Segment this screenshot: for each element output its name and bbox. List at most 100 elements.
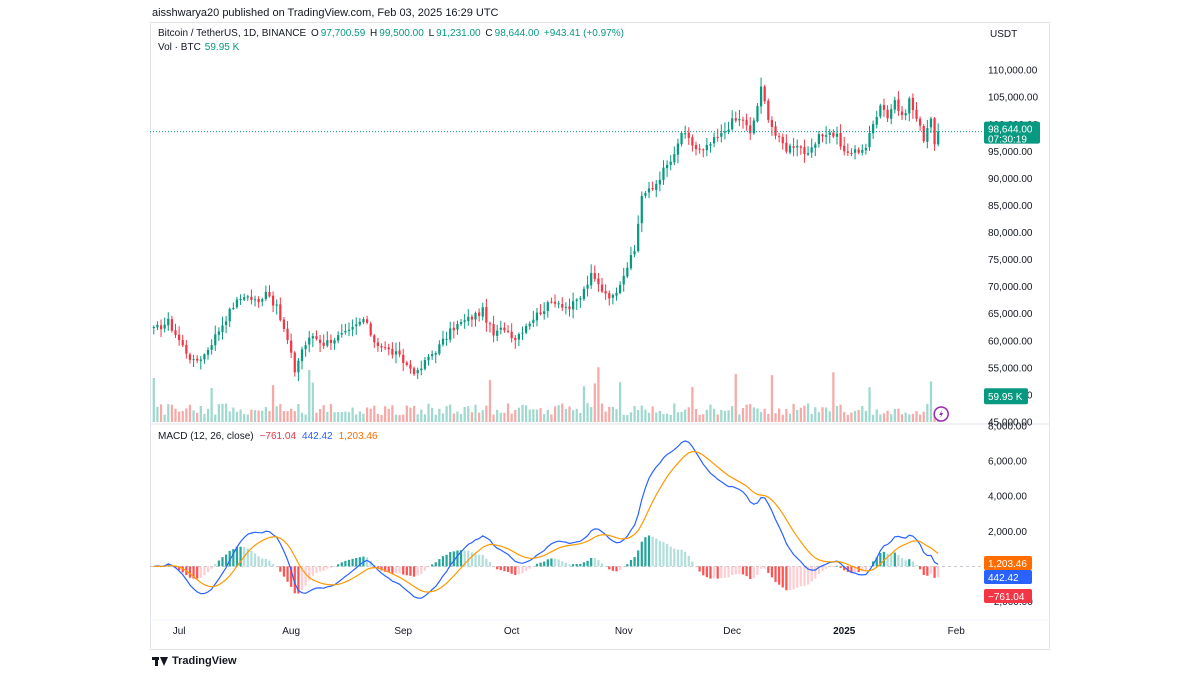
candle-body [199,359,202,361]
volume-bar [239,409,242,422]
volume-bar [488,380,492,422]
chart-svg[interactable]: 45,000.0050,000.0055,000.0060,000.0065,0… [150,22,1050,650]
candle-body [810,147,813,153]
candle-body [402,354,405,363]
price-tick-label: 80,000.00 [988,228,1033,239]
macd-hist-bar [506,566,510,572]
close-value: 98,644.00 [494,28,540,39]
candle-body [857,149,860,153]
candle-body [264,291,267,299]
candle-body [293,352,296,373]
candle-body [673,154,676,163]
macd-hist-bar [199,566,202,578]
volume-bar [712,408,716,422]
volume-bar [253,410,257,422]
macd-legend-label[interactable]: MACD (12, 26, close) [158,431,254,442]
volume-bar [315,412,318,422]
volume-bar [633,406,636,422]
macd-hist-bar [655,538,658,567]
macd-hist-bar [723,566,727,578]
macd-hist-bar [344,560,347,567]
volume-bar [535,409,539,422]
macd-hist-bar [926,566,929,576]
macd-signal-value: 1,203.46 [338,431,378,442]
candle-body [734,118,737,121]
macd-hist-bar [781,566,784,588]
candle-body [850,153,853,155]
macd-hist-bar [918,566,922,570]
macd-hist-bar [608,566,611,570]
chart-area[interactable]: 45,000.0050,000.0055,000.0060,000.0065,0… [150,22,1050,650]
macd-hist-bar [590,557,593,567]
volume-bar [698,414,701,422]
candle-body [286,328,289,341]
macd-hist-bar [922,566,925,576]
candle-body [897,99,900,112]
volume-bar [459,414,463,422]
volume-bar [900,414,904,422]
tradingview-logo[interactable]: TradingView [152,655,237,667]
macd-hist-bar [517,566,521,575]
time-tick-label: Sep [394,626,412,637]
macd-hist-bar [579,563,582,567]
macd-value-tag-label: 442.42 [988,573,1019,584]
macd-hist-bar [492,566,495,568]
volume-bar [376,413,380,422]
macd-hist-bar [752,566,755,579]
volume-bar [333,412,336,422]
price-tick-label: 55,000.00 [988,363,1033,374]
macd-hist-bar [235,547,239,567]
macd-hist-bar [803,566,806,586]
macd-hist-bar [875,557,878,567]
candle-body [405,362,408,365]
volume-legend-label[interactable]: Vol · BTC [158,42,201,53]
macd-hist-bar [839,566,842,568]
price-tick-label: 75,000.00 [988,255,1033,266]
candle-body [662,167,665,181]
volume-bar [687,407,690,422]
price-tick-label: 85,000.00 [988,201,1033,212]
macd-hist-bar [535,563,539,567]
candle-body [163,324,166,329]
price-tick-label: 45,000.00 [988,418,1033,429]
macd-hist-bar [431,564,434,567]
macd-hist-bar [481,554,484,567]
volume-bar [416,414,419,422]
volume-bar [228,411,231,422]
candle-body [499,327,502,330]
volume-bar [557,405,560,422]
volume-bar [839,404,842,422]
volume-bar [550,414,553,422]
macd-hist-bar [441,556,445,567]
volume-bar [644,409,647,422]
volume-bar [564,408,568,422]
macd-hist-bar [720,566,723,579]
hist-value-tag [984,589,1032,603]
macd-hist-bar [886,553,889,567]
candle-body [778,135,781,137]
macd-hist-bar [268,560,271,567]
volume-legend: Vol · BTC 59.95 K [158,42,239,53]
candle-body [290,340,293,353]
macd-hist-bar [170,566,174,567]
volume-bar [882,413,886,422]
volume-bar [188,404,192,422]
volume-bar [582,386,586,422]
macd-hist-bar [571,564,575,567]
candle-body [539,312,542,315]
candle-body [691,137,694,146]
volume-bar [600,403,604,422]
macd-hist-bar [459,550,463,567]
macd-hist-bar [832,566,835,568]
volume-bar [926,403,929,422]
candle-body [835,133,839,137]
symbol-title[interactable]: Bitcoin / TetherUS, 1D, BINANCE [158,28,307,39]
volume-bar [156,406,159,422]
candle-body [246,296,249,298]
volume-bar [275,406,278,422]
candle-body [355,324,358,327]
macd-hist-bar [622,566,625,568]
candle-body [362,319,365,323]
volume-bar [904,412,907,422]
candle-body [156,324,159,328]
